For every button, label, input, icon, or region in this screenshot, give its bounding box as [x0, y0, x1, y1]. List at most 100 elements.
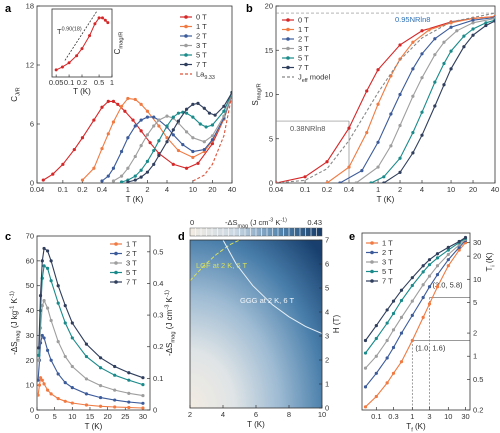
legend-label: 7 T	[382, 277, 393, 286]
data-point	[133, 174, 137, 178]
legend-label: 2 T	[382, 248, 393, 257]
x-tick-label: 0.1	[300, 185, 310, 194]
x-tick-label: 4	[420, 185, 424, 194]
data-point	[484, 21, 488, 25]
data-point	[152, 124, 156, 128]
series-line	[365, 238, 466, 369]
data-point	[303, 175, 307, 179]
x-tick-label: 20	[469, 185, 477, 194]
legend-marker	[114, 261, 118, 265]
inset-x-tick-label: 0.5	[94, 78, 104, 87]
data-point	[38, 294, 43, 298]
legend-marker	[184, 15, 188, 19]
y-tick-label: 5	[325, 284, 329, 293]
series-3-t	[354, 16, 495, 183]
data-point	[347, 165, 351, 169]
series-2-t	[338, 15, 495, 183]
data-point	[139, 168, 143, 172]
data-point	[435, 273, 440, 277]
legend-marker	[114, 242, 118, 246]
data-point	[354, 181, 358, 183]
heatmap-field	[190, 240, 322, 408]
data-point	[385, 381, 389, 385]
data-point	[360, 169, 364, 173]
data-point	[365, 89, 369, 93]
data-point	[145, 159, 150, 163]
data-point	[411, 151, 415, 155]
y-tick-label: 7	[325, 236, 329, 245]
data-point	[433, 104, 437, 108]
data-point	[80, 178, 85, 182]
data-point	[421, 315, 425, 319]
series-7-t	[37, 246, 145, 380]
data-point	[398, 43, 402, 47]
data-point	[462, 34, 466, 38]
data-point	[40, 378, 44, 382]
data-point	[61, 162, 65, 166]
series-2-t	[37, 333, 145, 405]
data-point	[399, 288, 404, 292]
data-point	[145, 133, 150, 137]
series-7-t	[126, 90, 232, 183]
data-point	[202, 147, 206, 152]
data-point	[376, 140, 380, 144]
panel-label: d	[178, 231, 185, 243]
legend-marker	[286, 27, 290, 32]
panel-label: b	[246, 3, 253, 15]
data-point	[210, 123, 215, 127]
series-5-t	[37, 264, 145, 387]
x-tick-label: 30	[139, 412, 147, 421]
legend-label: 0 T	[196, 13, 207, 22]
data-point	[127, 378, 131, 382]
legend-label: 1 T	[298, 25, 309, 34]
data-point	[106, 99, 110, 103]
x-axis-label: Tf (K)	[406, 422, 426, 433]
data-point	[446, 252, 450, 257]
legend-marker	[370, 260, 374, 264]
data-point	[49, 259, 53, 263]
data-point	[207, 111, 212, 115]
inset-data-point	[75, 54, 79, 58]
y-right-tick-label: 0.3	[153, 311, 163, 320]
x-tick-label: 1	[126, 185, 130, 194]
x-tick-label: 2	[398, 185, 402, 194]
data-point	[471, 21, 475, 25]
y-right-tick-label: 0.1	[153, 374, 163, 383]
data-point	[420, 29, 424, 33]
data-point	[196, 161, 200, 165]
legend-label: 2 T	[196, 32, 207, 41]
data-point	[210, 142, 215, 146]
data-point	[347, 126, 351, 130]
data-point	[37, 393, 40, 397]
series-3-t	[37, 299, 145, 398]
data-point	[493, 19, 495, 23]
data-point	[70, 321, 74, 325]
inset-data-point	[103, 18, 107, 22]
data-point	[181, 143, 185, 147]
data-point	[435, 264, 440, 268]
legend-marker	[184, 43, 188, 48]
data-point	[398, 92, 402, 97]
data-point	[410, 313, 414, 317]
series-1-t	[37, 376, 145, 410]
y-tick-label: 1	[473, 352, 477, 361]
data-point	[176, 119, 181, 123]
data-point	[374, 336, 378, 341]
y-tick-label: 70	[26, 232, 34, 241]
data-point	[204, 125, 208, 129]
data-point	[442, 40, 446, 44]
data-point	[398, 170, 402, 174]
inset-data-point	[88, 34, 92, 38]
data-point	[127, 400, 131, 404]
data-point	[446, 264, 450, 268]
series-7-t	[363, 235, 468, 343]
data-point	[463, 235, 468, 240]
data-point	[127, 405, 131, 410]
data-point	[141, 406, 145, 410]
data-point	[113, 373, 117, 377]
legend-marker	[370, 241, 374, 245]
x-tick-label: 0.04	[269, 185, 284, 194]
data-point	[171, 128, 175, 132]
data-point	[70, 386, 74, 390]
